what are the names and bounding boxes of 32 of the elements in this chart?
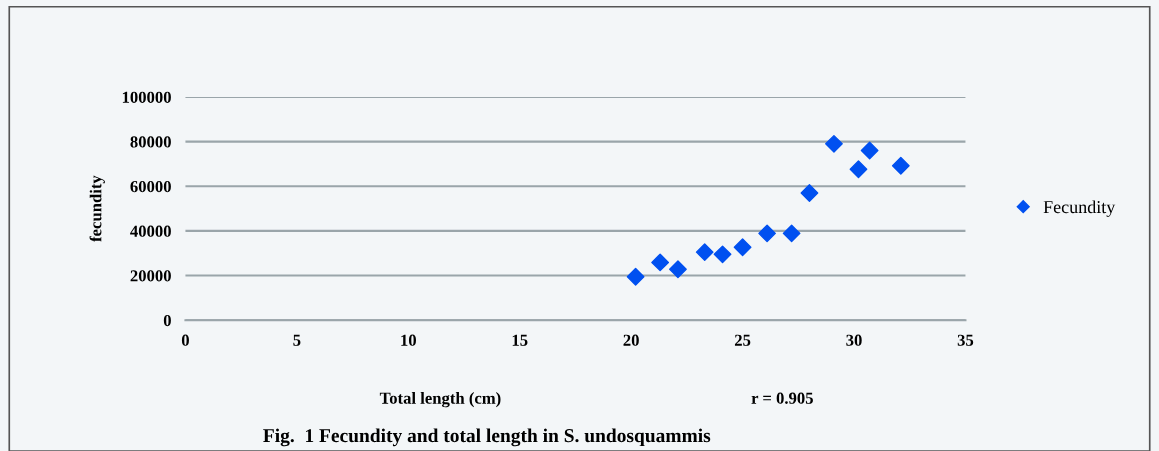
point (713, 245, 732, 264)
y-tick-label: 60000 (130, 180, 171, 193)
x-tick-label: 10 (401, 334, 416, 346)
point (825, 134, 843, 153)
x-axis-title: Total length (cm) (379, 392, 501, 408)
text: Fig. 1 Fecundity and total length in S. undosquammis (263, 428, 711, 447)
point (695, 243, 714, 262)
y-axis-title: fecundity (89, 175, 105, 242)
y-tick-label: 80000 (130, 136, 171, 148)
point (860, 141, 879, 160)
y-tick-label: 20000 (130, 270, 171, 282)
point (800, 184, 819, 202)
point (626, 267, 645, 286)
y-tick-label: 0 (163, 314, 171, 327)
x-tick-label: 35 (957, 334, 974, 346)
point (758, 224, 777, 243)
x-tick-label: 25 (734, 334, 751, 346)
point (891, 156, 910, 175)
y-tick-label: 100000 (122, 91, 171, 103)
point (782, 224, 801, 243)
legend-label: Fecundity (1043, 200, 1116, 217)
text: r = 0.905 (751, 392, 813, 404)
y-tick-label: 40000 (130, 225, 171, 237)
x-tick-label: 0 (181, 334, 189, 346)
x-tick-label: 15 (512, 334, 528, 346)
point (651, 253, 670, 272)
x-tick-label: 20 (623, 334, 639, 346)
x-tick-label: 5 (293, 334, 301, 346)
point (733, 238, 752, 257)
point (849, 160, 868, 179)
point (669, 260, 687, 279)
x-tick-label: 30 (846, 334, 862, 346)
